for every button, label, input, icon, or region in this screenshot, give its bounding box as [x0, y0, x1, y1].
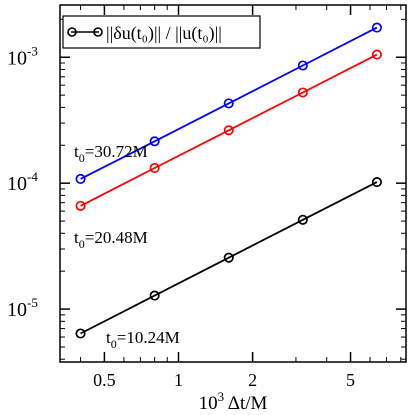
data-point [371, 22, 382, 33]
legend-entry-label: ||δu(t₀)|| / ||u(t₀)|| [106, 23, 222, 44]
series-label-t0-20-48M: t0=20.48M [74, 228, 148, 251]
series-label-t0-30-72M: t0=30.72M [74, 142, 148, 165]
data-point [223, 252, 234, 263]
y-tick-label: 10-4 [7, 169, 38, 195]
legend-marker-right [93, 27, 103, 37]
data-point [223, 125, 234, 136]
data-point [223, 98, 234, 109]
series-layer [75, 22, 382, 339]
y-tick-label: 10-5 [7, 295, 38, 321]
data-point [75, 200, 86, 211]
data-point [297, 60, 308, 71]
x-tick-label: 0.5 [93, 370, 116, 390]
data-point [149, 162, 160, 174]
data-point [75, 328, 86, 339]
legend: ||δu(t₀)|| / ||u(t₀)|| [62, 15, 261, 49]
data-point [149, 136, 160, 147]
data-point [371, 49, 382, 60]
plot-frame [59, 4, 407, 363]
data-point [371, 177, 382, 188]
data-point [297, 87, 308, 98]
series-line-0 [80, 26, 378, 180]
legend-marker-left [67, 27, 77, 37]
x-tick-label: 5 [346, 370, 355, 390]
x-tick-label: 1 [174, 370, 183, 390]
series-line-1 [80, 53, 378, 207]
axis-ticks: 0.5 1 2 5 10-5 10-4 10-3 [7, 5, 406, 390]
data-point [149, 290, 160, 301]
x-axis-label: 103 Δt/M [199, 389, 268, 414]
x-tick-label: 2 [248, 370, 257, 390]
data-point [297, 214, 308, 225]
series-line-2 [80, 181, 378, 335]
series-label-t0-10-24M: t0=10.24M [106, 328, 180, 351]
data-point [75, 173, 86, 185]
y-tick-label: 10-3 [7, 43, 38, 69]
